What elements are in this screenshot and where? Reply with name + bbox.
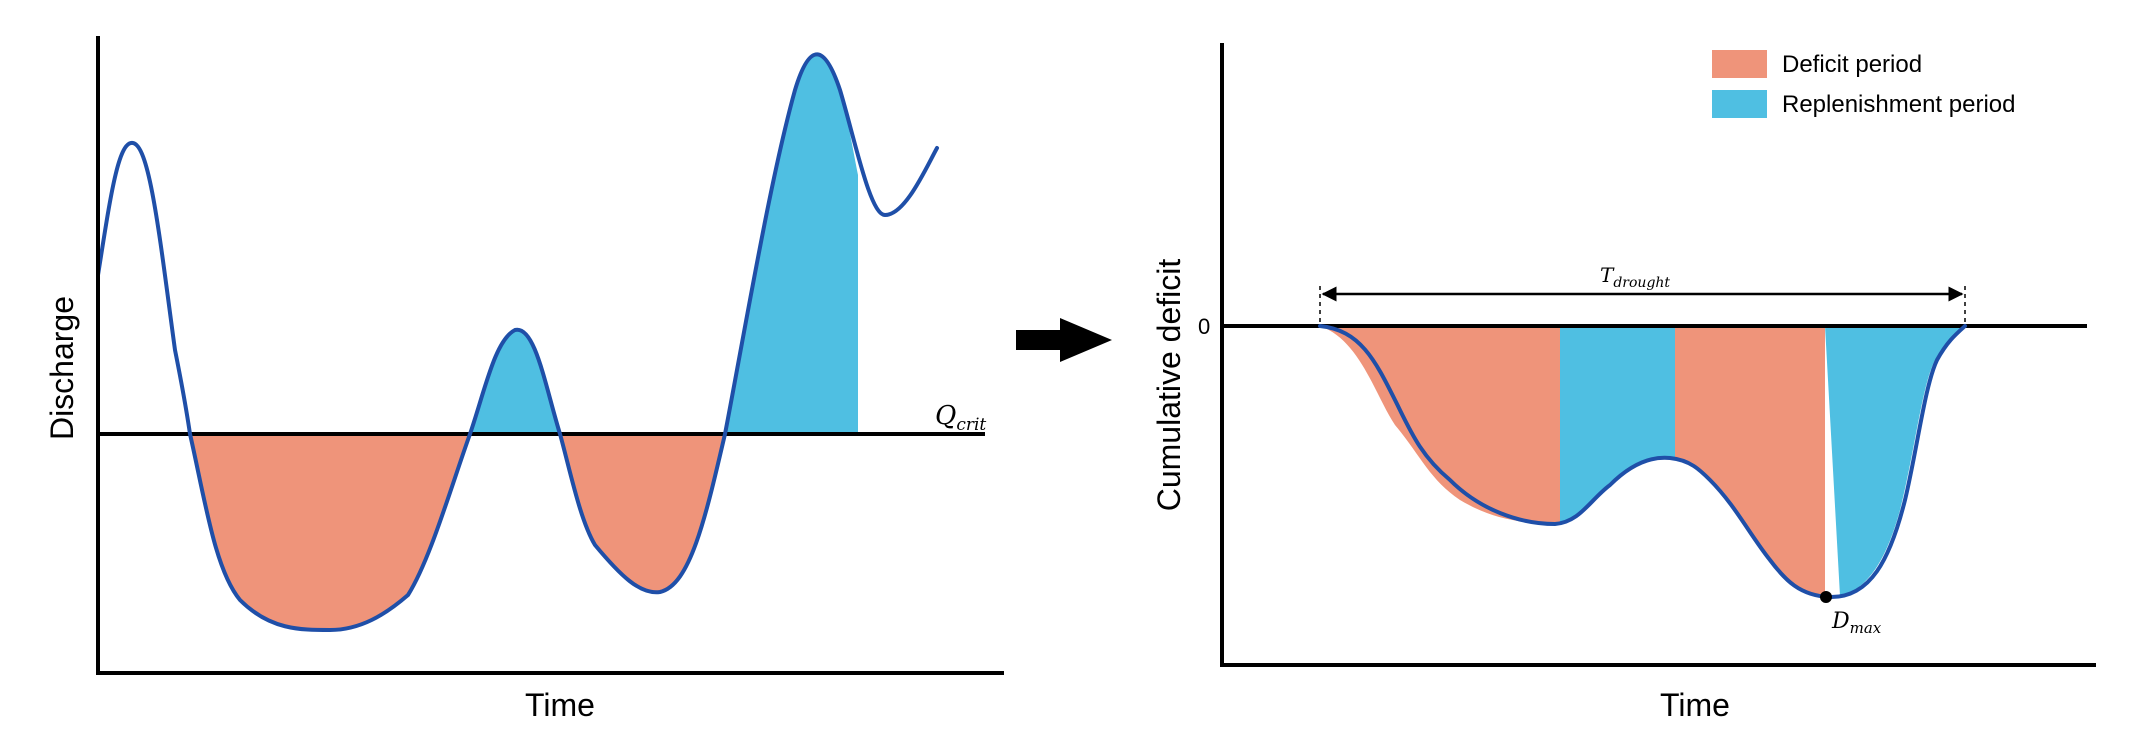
left-deficit-area-1 bbox=[190, 434, 470, 630]
left-replenish-area-2 bbox=[725, 54, 858, 434]
dmax-label: Dmax bbox=[1831, 609, 1882, 637]
legend-swatch-replenishment bbox=[1712, 90, 1767, 118]
legend-swatch-deficit bbox=[1712, 50, 1767, 78]
dmax-point bbox=[1820, 591, 1832, 603]
zero-label: 0 bbox=[1198, 314, 1210, 339]
left-xlabel: Time bbox=[525, 687, 595, 723]
discharge-curve bbox=[96, 52, 939, 632]
right-replenish-area-1 bbox=[1560, 326, 1675, 524]
legend-label-replenishment: Replenishment period bbox=[1782, 91, 2015, 118]
legend-label-deficit: Deficit period bbox=[1782, 51, 1922, 78]
left-ylabel: Discharge bbox=[44, 296, 80, 440]
legend: Deficit period Replenishment period bbox=[1712, 50, 2015, 118]
right-axes bbox=[1220, 43, 2096, 667]
left-panel: Discharge Time Qcrit bbox=[44, 36, 1004, 723]
right-deficit-area-1 bbox=[1320, 326, 1560, 524]
right-xlabel: Time bbox=[1660, 687, 1730, 723]
right-ylabel: Cumulative deficit bbox=[1151, 259, 1187, 512]
cumulative-deficit-curve bbox=[1318, 324, 1967, 600]
right-panel: Cumulative deficit Time 0 Tdrought Dmax … bbox=[1151, 43, 2096, 723]
right-deficit-area-2 bbox=[1675, 326, 1825, 596]
right-replenish-area-2 bbox=[1825, 326, 1965, 596]
right-arrow-icon bbox=[1016, 318, 1112, 362]
left-axes bbox=[96, 36, 1004, 675]
threshold-label: Qcrit bbox=[935, 401, 986, 435]
duration-label: Tdrought bbox=[1600, 263, 1670, 291]
left-replenish-area-1 bbox=[470, 329, 560, 434]
left-deficit-area-2 bbox=[560, 434, 725, 593]
